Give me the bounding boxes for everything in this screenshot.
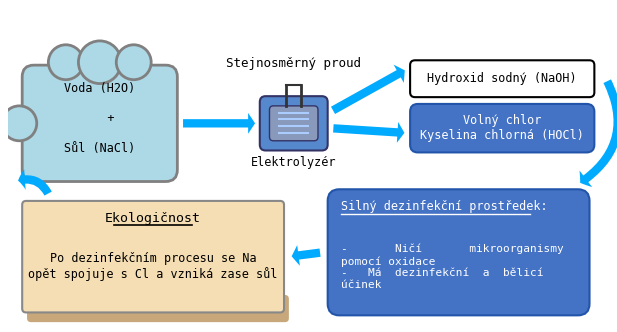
Text: Silný dezinfekční prostředek:: Silný dezinfekční prostředek: <box>341 200 548 213</box>
FancyBboxPatch shape <box>270 106 318 141</box>
Text: Elektrolyzér: Elektrolyzér <box>251 156 336 169</box>
Circle shape <box>2 106 37 141</box>
Text: Ekologičnost: Ekologičnost <box>105 212 201 225</box>
FancyBboxPatch shape <box>22 65 177 182</box>
FancyBboxPatch shape <box>27 295 289 322</box>
FancyBboxPatch shape <box>410 60 594 97</box>
Text: Po dezinfekčním procesu se Na
opět spojuje s Cl a vzniká zase sůl: Po dezinfekčním procesu se Na opět spoju… <box>28 252 278 281</box>
Text: Voda (H2O)

   +

Sůl (NaCl): Voda (H2O) + Sůl (NaCl) <box>64 82 135 155</box>
FancyBboxPatch shape <box>260 96 328 150</box>
Circle shape <box>48 45 83 80</box>
Text: Hydroxid sodný (NaOH): Hydroxid sodný (NaOH) <box>428 72 577 85</box>
Text: -       Ničí       mikroorganismy
pomocí oxidace
-   Má  dezinfekční  a  bělicí
: - Ničí mikroorganismy pomocí oxidace - M… <box>341 244 564 290</box>
FancyBboxPatch shape <box>410 104 594 152</box>
Circle shape <box>116 45 151 80</box>
Circle shape <box>78 41 121 84</box>
FancyBboxPatch shape <box>22 201 284 312</box>
Text: Stejnosměrný proud: Stejnosměrný proud <box>226 57 361 70</box>
FancyBboxPatch shape <box>328 189 589 315</box>
Text: Volný chlor
Kyselina chlorná (HOCl): Volný chlor Kyselina chlorná (HOCl) <box>420 114 584 142</box>
